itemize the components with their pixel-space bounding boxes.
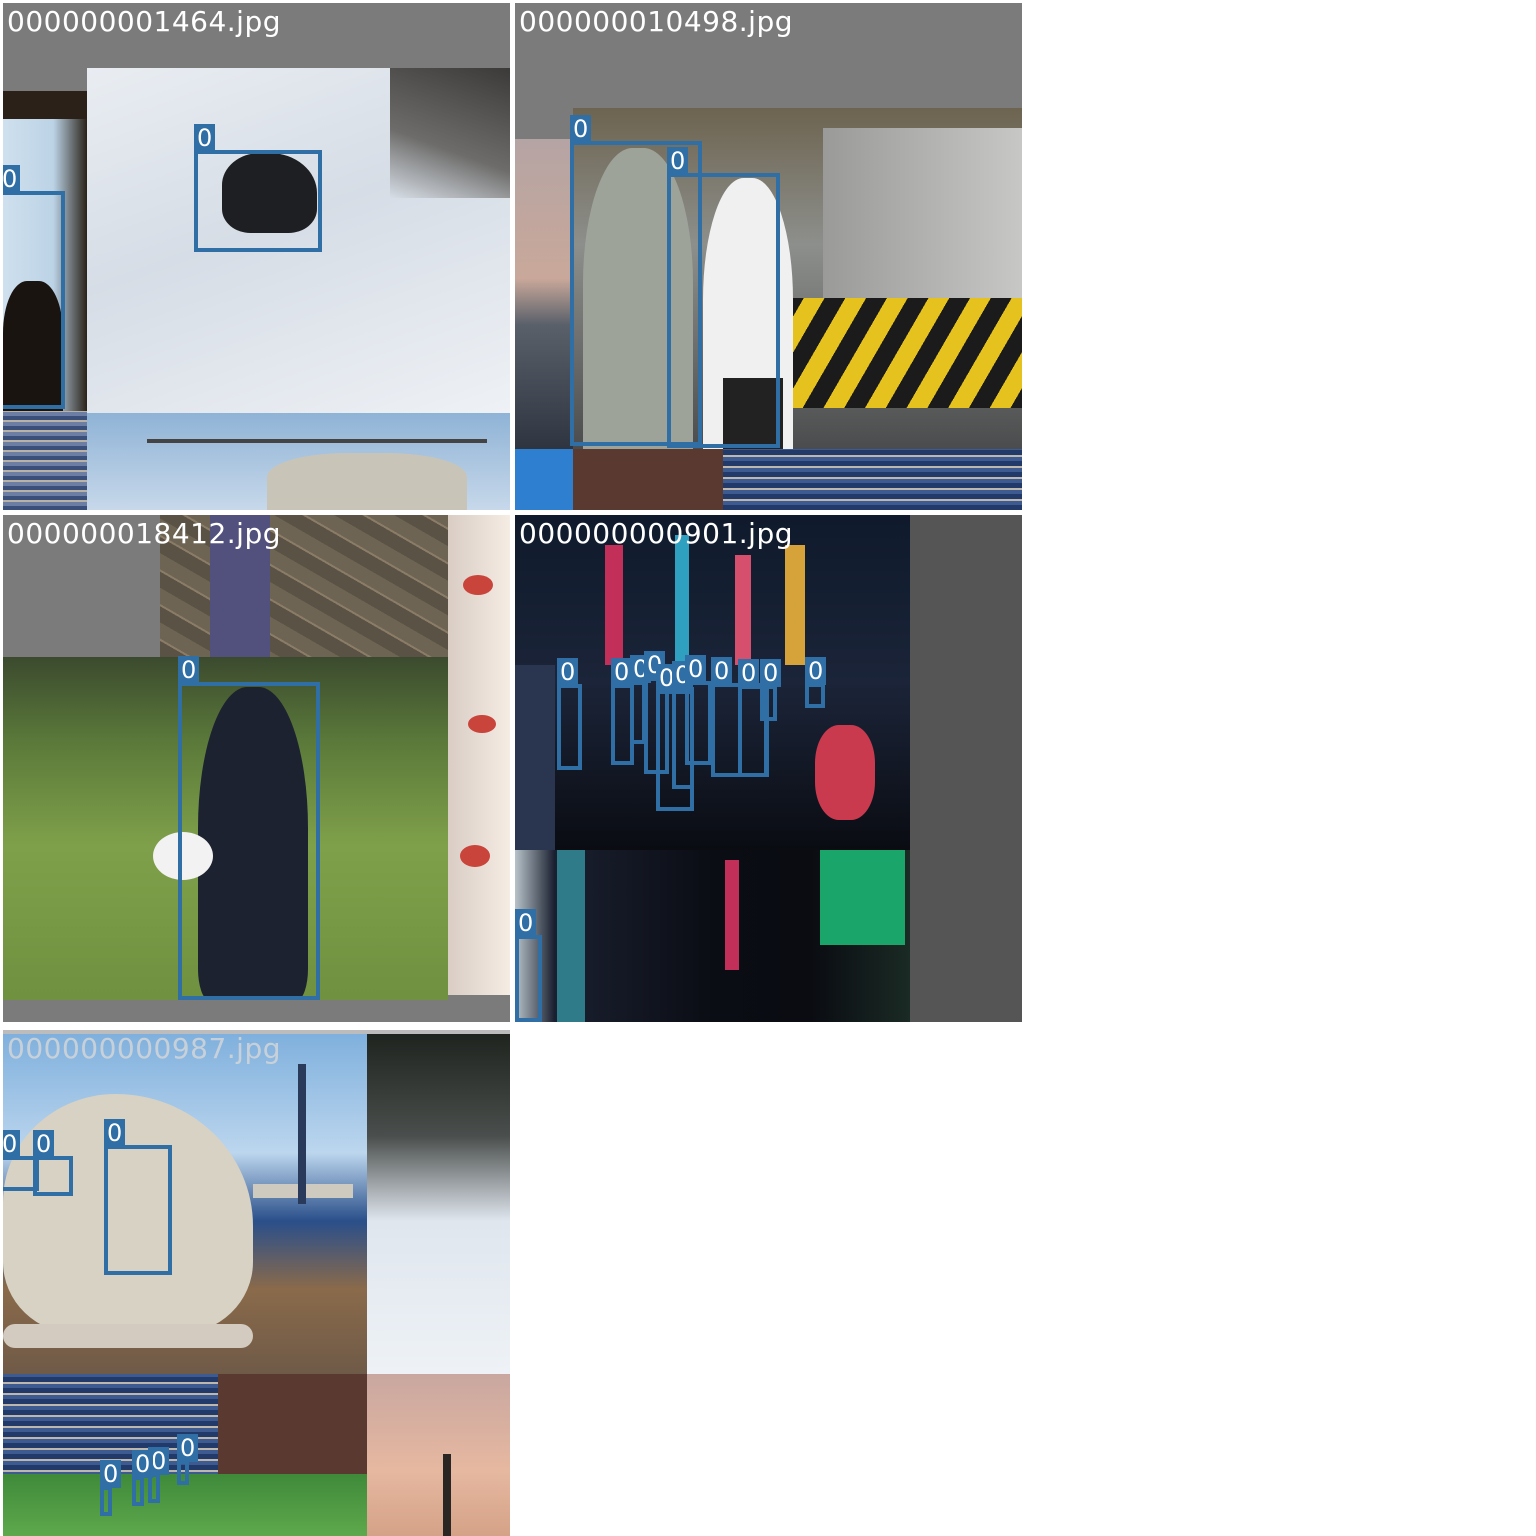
class-label: 0 [104,1119,126,1147]
mosaic-tile-3: 000000018412.jpg 0 [3,515,510,1022]
class-label: 0 [194,124,216,152]
class-label: 0 [611,658,633,686]
class-label: 0 [805,657,827,685]
class-label: 0 [33,1130,55,1158]
class-label: 0 [177,1434,199,1462]
person-detection-box: 0 [132,1450,154,1506]
stadium-photo-piece [573,449,1022,510]
class-label: 0 [711,657,733,685]
class-label: 0 [570,115,592,143]
mosaic-tile-2: 000000010498.jpg 0 0 [515,3,1022,510]
helicopter-photo-piece [3,1034,367,1374]
class-label: 0 [667,147,689,175]
mosaic-tile-5: 000000000987.jpg 0 0 0 0 0 0 0 [3,1030,510,1536]
class-label: 0 [685,655,707,683]
mosaic-tile-1: 000000001464.jpg 0 0 [3,3,510,510]
skier-photo-piece [87,68,510,413]
bricks-photo-piece [160,515,448,657]
neon-signs-photo-piece [515,850,910,1022]
tile-filename: 000000001464.jpg [7,5,281,38]
person-detection-box: 0 [100,1460,122,1516]
vase-photo-piece [448,515,510,995]
person-detection-box: 0 [148,1447,170,1503]
class-label: 0 [148,1447,170,1475]
person-detection-box: 0 [685,655,712,765]
person-detection-box: 0 [760,659,782,721]
sea-photo-piece [515,139,573,449]
window-photo-piece [3,91,87,411]
stadium-photo-piece [3,411,87,510]
person-detection-box: 0 [3,1130,39,1191]
football-photo-piece [3,657,448,1000]
tile-filename: 000000010498.jpg [519,5,793,38]
class-label: 0 [3,165,21,193]
mosaic-tile-4: 000000000901.jpg 0 0 0 0 0 0 0 0 0 0 0 0 [515,515,1022,1022]
person-detection-box: 0 [515,909,542,1022]
tile-filename: 000000018412.jpg [7,517,281,550]
class-label: 0 [760,659,782,687]
class-label: 0 [100,1460,122,1488]
person-detection-box: 0 [805,657,827,708]
person-detection-box: 0 [104,1119,172,1275]
class-label: 0 [132,1450,154,1478]
person-detection-box: 0 [3,165,65,409]
class-label: 0 [3,1130,21,1158]
sunset-photo-piece [367,1374,510,1536]
person-detection-box: 0 [557,658,582,770]
factory-photo-piece [573,108,1022,449]
person-detection-box: 0 [738,659,768,777]
tile-filename: 000000000987.jpg [7,1032,281,1065]
person-detection-box: 0 [194,124,322,252]
class-label: 0 [738,659,760,687]
class-label: 0 [515,909,537,937]
person-detection-box: 0 [178,656,320,1000]
person-detection-box: 0 [177,1434,199,1485]
person-detection-box: 0 [667,147,780,448]
person-detection-box: 0 [570,115,702,446]
class-label: 0 [178,656,200,684]
class-label: 0 [656,664,678,692]
snow-photo-piece [367,1034,510,1374]
class-label: 0 [557,658,579,686]
tile-filename: 000000000901.jpg [519,517,793,550]
sky-photo-piece [515,449,573,510]
helicopter-photo-piece [87,413,510,510]
person-detection-box: 0 [33,1130,73,1196]
